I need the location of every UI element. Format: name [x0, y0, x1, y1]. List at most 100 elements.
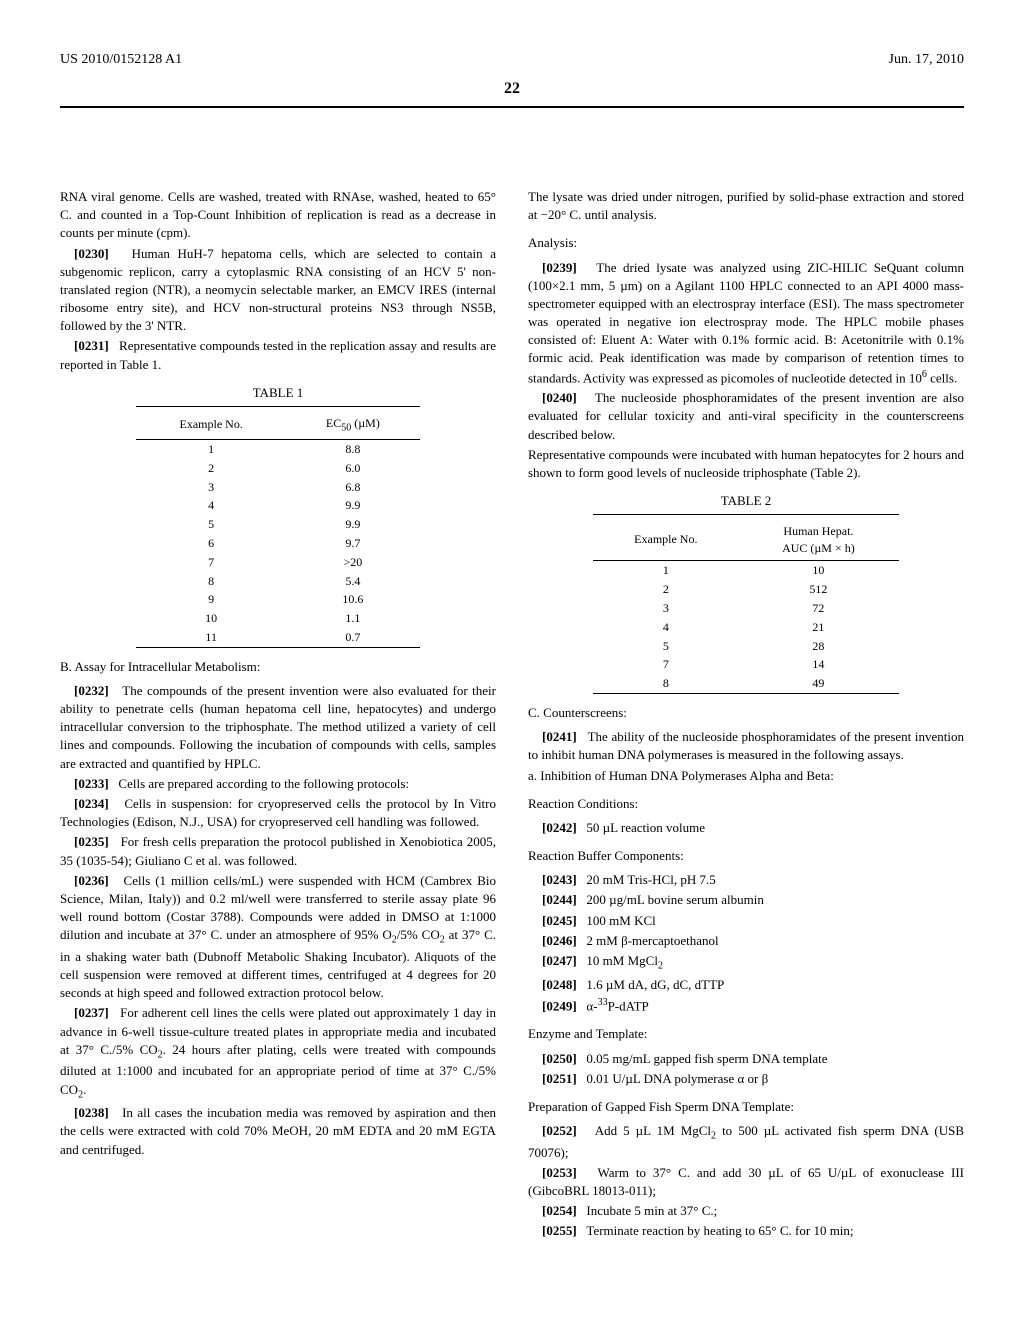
para-num-0251: [0251]	[542, 1071, 577, 1086]
para-0253-text: Warm to 37° C. and add 30 µL of 65 U/µL …	[528, 1165, 964, 1198]
paragraph-0248: [0248] 1.6 µM dA, dG, dC, dTTP	[528, 976, 964, 994]
para-0235-text: For fresh cells preparation the protocol…	[60, 834, 496, 867]
para-0245-text: 100 mM KCl	[586, 913, 655, 928]
table2-col2-header: Human Hepat.AUC (µM × h)	[738, 519, 898, 561]
para-num-0231: [0231]	[74, 338, 109, 353]
paragraph-0238: [0238] In all cases the incubation media…	[60, 1104, 496, 1159]
table-cell: 9.9	[286, 496, 420, 515]
table-cell: 7	[593, 655, 738, 674]
para-0242-text: 50 µL reaction volume	[586, 820, 705, 835]
paragraph-0234: [0234] Cells in suspension: for cryopres…	[60, 795, 496, 831]
paragraph-0245: [0245] 100 mM KCl	[528, 912, 964, 930]
para-num-0253: [0253]	[542, 1165, 577, 1180]
para-num-0248: [0248]	[542, 977, 577, 992]
table-cell: 28	[738, 637, 898, 656]
analysis-heading: Analysis:	[528, 234, 964, 252]
paragraph-0254: [0254] Incubate 5 min at 37° C.;	[528, 1202, 964, 1220]
para-num-0241: [0241]	[542, 729, 577, 744]
table-cell: 8.8	[286, 439, 420, 458]
intro-paragraph: RNA viral genome. Cells are washed, trea…	[60, 188, 496, 243]
sub-2: 2	[658, 961, 663, 972]
para-0248-text: 1.6 µM dA, dG, dC, dTTP	[586, 977, 724, 992]
table-cell: 1	[136, 439, 286, 458]
right-column: The lysate was dried under nitrogen, pur…	[528, 188, 964, 1243]
sub-a-heading: a. Inhibition of Human DNA Polymerases A…	[528, 767, 964, 785]
table-cell: 5.4	[286, 572, 420, 591]
paragraph-0247: [0247] 10 mM MgCl2	[528, 952, 964, 974]
table1-body: 18.8 26.0 36.8 49.9 59.9 69.7 7>20 85.4 …	[136, 439, 419, 647]
table-cell: 5	[593, 637, 738, 656]
paragraph-0255: [0255] Terminate reaction by heating to …	[528, 1222, 964, 1240]
paragraph-0233: [0233] Cells are prepared according to t…	[60, 775, 496, 793]
header-divider	[60, 106, 964, 108]
paragraph-0246: [0246] 2 mM β-mercaptoethanol	[528, 932, 964, 950]
para-num-0240: [0240]	[542, 390, 577, 405]
para-0251-text: 0.01 U/µL DNA polymerase α or β	[586, 1071, 768, 1086]
para-0239-a: The dried lysate was analyzed using ZIC-…	[528, 260, 964, 385]
table-cell: 1.1	[286, 609, 420, 628]
table-cell: 8	[593, 674, 738, 693]
para-0244-text: 200 µg/mL bovine serum albumin	[586, 892, 763, 907]
page-number: 22	[60, 78, 964, 100]
publication-date: Jun. 17, 2010	[889, 50, 964, 70]
table-cell: 72	[738, 599, 898, 618]
table-cell: 9.7	[286, 534, 420, 553]
para-num-0239: [0239]	[542, 260, 577, 275]
para-0236-b: /5% CO	[397, 927, 440, 942]
para-0232-text: The compounds of the present invention w…	[60, 683, 496, 771]
table-cell: 0.7	[286, 628, 420, 647]
para-0241-text: The ability of the nucleoside phosphoram…	[528, 729, 964, 762]
para-0246-text: 2 mM β-mercaptoethanol	[586, 933, 718, 948]
table2-col2-b: AUC (µM × h)	[782, 541, 855, 555]
table-cell: 4	[136, 496, 286, 515]
para-0252-b: to 500 µL activated fish sperm DNA (USB …	[528, 1123, 964, 1160]
para-num-0244: [0244]	[542, 892, 577, 907]
para-num-0237: [0237]	[74, 1005, 109, 1020]
paragraph-0230: [0230] Human HuH-7 hepatoma cells, which…	[60, 245, 496, 336]
para-0252-a: Add 5 µL 1M MgCl	[595, 1123, 711, 1138]
table-cell: 10.6	[286, 590, 420, 609]
para-0237-c: .	[83, 1082, 86, 1097]
para-0231-text: Representative compounds tested in the r…	[60, 338, 496, 371]
para-num-0238: [0238]	[74, 1105, 109, 1120]
table-cell: 9	[136, 590, 286, 609]
para-0254-text: Incubate 5 min at 37° C.;	[586, 1203, 717, 1218]
para-num-0235: [0235]	[74, 834, 109, 849]
table-cell: 6	[136, 534, 286, 553]
para-num-0246: [0246]	[542, 933, 577, 948]
para-num-0250: [0250]	[542, 1051, 577, 1066]
paragraph-0253: [0253] Warm to 37° C. and add 30 µL of 6…	[528, 1164, 964, 1200]
paragraph-0244: [0244] 200 µg/mL bovine serum albumin	[528, 891, 964, 909]
left-column: RNA viral genome. Cells are washed, trea…	[60, 188, 496, 1243]
table-cell: 512	[738, 580, 898, 599]
table-cell: 21	[738, 618, 898, 637]
table-cell: 7	[136, 553, 286, 572]
paragraph-0235: [0235] For fresh cells preparation the p…	[60, 833, 496, 869]
table-cell: 2	[136, 459, 286, 478]
right-top-paragraph: The lysate was dried under nitrogen, pur…	[528, 188, 964, 224]
table2-title: TABLE 2	[528, 492, 964, 510]
para-num-0230: [0230]	[74, 246, 109, 261]
para-0239-b: cells.	[927, 370, 957, 385]
para-num-0232: [0232]	[74, 683, 109, 698]
para-num-0243: [0243]	[542, 872, 577, 887]
section-b-heading: B. Assay for Intracellular Metabolism:	[60, 658, 496, 676]
para-num-0234: [0234]	[74, 796, 109, 811]
representative-paragraph: Representative compounds were incubated …	[528, 446, 964, 482]
sup-33: 33	[598, 997, 608, 1008]
table1-col2-label: EC	[326, 416, 341, 430]
paragraph-0243: [0243] 20 mM Tris-HCl, pH 7.5	[528, 871, 964, 889]
page-header: US 2010/0152128 A1 Jun. 17, 2010	[60, 50, 964, 70]
prep-heading: Preparation of Gapped Fish Sperm DNA Tem…	[528, 1098, 964, 1116]
paragraph-0241: [0241] The ability of the nucleoside pho…	[528, 728, 964, 764]
table1-col2-header: EC50 (µM)	[286, 411, 420, 440]
para-num-0236: [0236]	[74, 873, 109, 888]
paragraph-0237: [0237] For adherent cell lines the cells…	[60, 1004, 496, 1102]
paragraph-0249: [0249] α-33P-dATP	[528, 996, 964, 1016]
para-0250-text: 0.05 mg/mL gapped fish sperm DNA templat…	[586, 1051, 827, 1066]
para-0249-b: P-dATP	[608, 998, 649, 1013]
paragraph-0240: [0240] The nucleoside phosphoramidates o…	[528, 389, 964, 444]
para-num-0247: [0247]	[542, 953, 577, 968]
table-cell: 49	[738, 674, 898, 693]
table1-title: TABLE 1	[60, 384, 496, 402]
